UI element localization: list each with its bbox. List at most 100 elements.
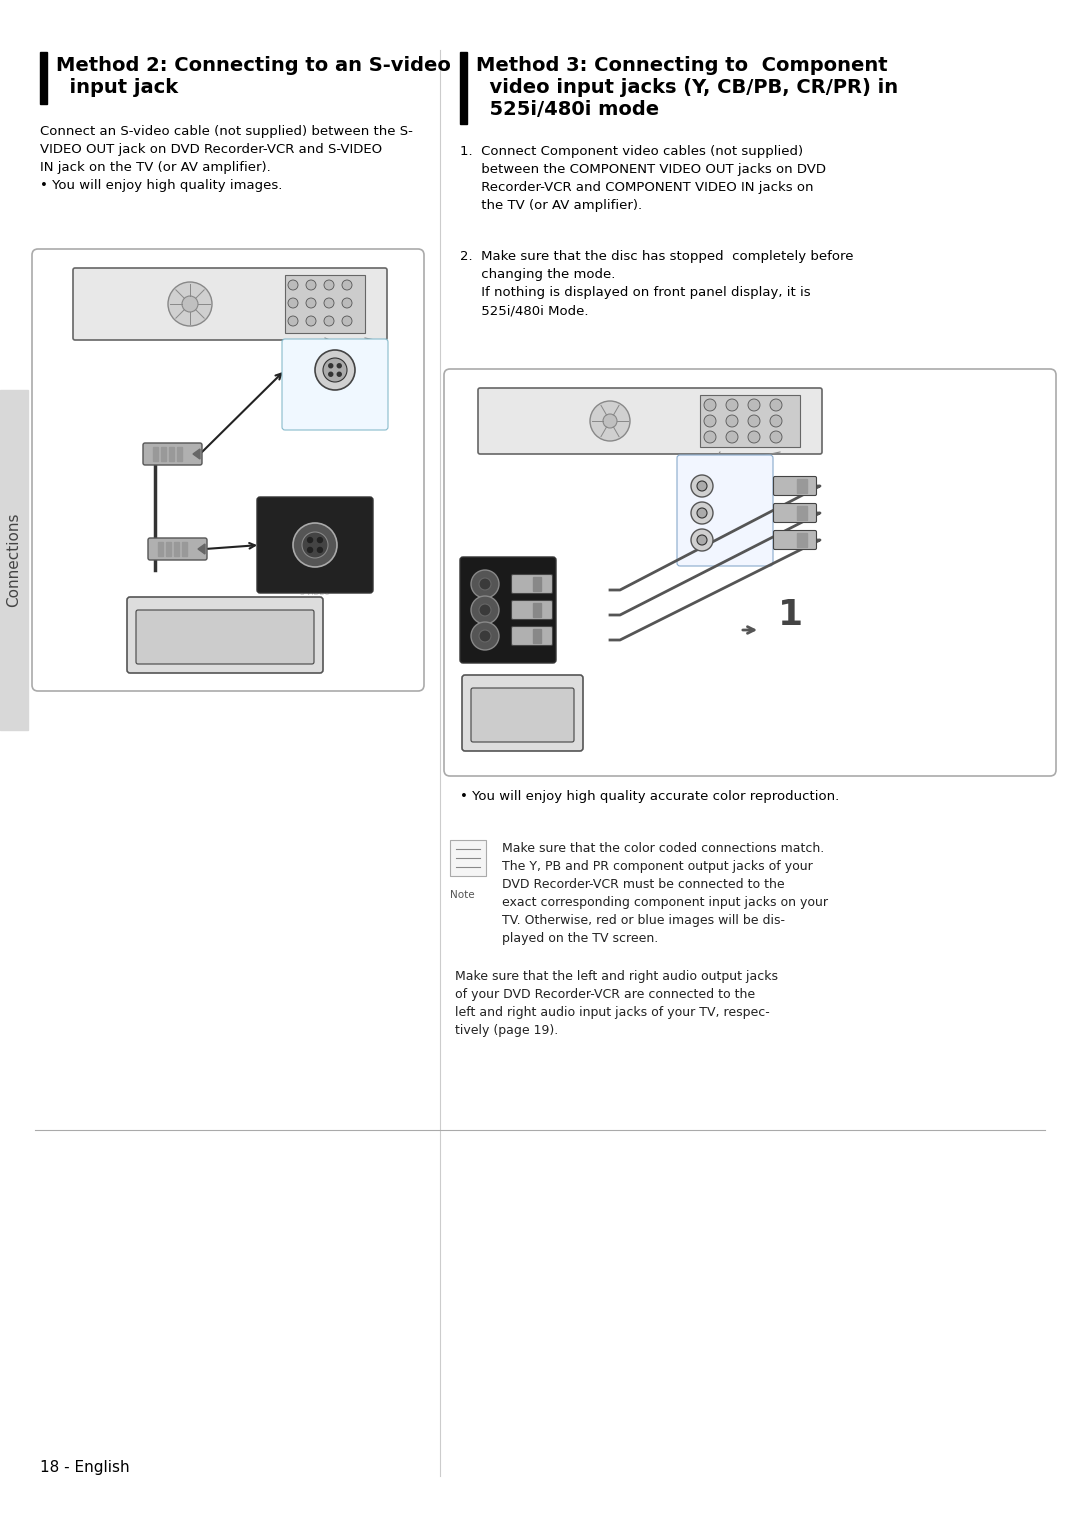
Circle shape	[691, 530, 713, 551]
Bar	[153, 447, 158, 461]
Text: Connections: Connections	[6, 513, 22, 607]
Text: Make sure that the color coded connections match.
The Y, PB and PR component out: Make sure that the color coded connectio…	[502, 842, 828, 945]
Polygon shape	[198, 543, 205, 554]
Circle shape	[342, 298, 352, 308]
FancyBboxPatch shape	[773, 531, 816, 549]
Circle shape	[324, 279, 334, 290]
FancyBboxPatch shape	[677, 455, 773, 566]
Circle shape	[697, 536, 707, 545]
Text: INPUT: INPUT	[298, 513, 332, 522]
FancyBboxPatch shape	[73, 269, 387, 340]
FancyBboxPatch shape	[773, 476, 816, 496]
Bar	[534, 603, 541, 617]
Circle shape	[480, 578, 491, 591]
FancyBboxPatch shape	[127, 597, 323, 673]
Bar	[797, 479, 807, 493]
Bar	[183, 542, 187, 555]
FancyBboxPatch shape	[478, 388, 822, 455]
Text: S-VIDEO OUT: S-VIDEO OUT	[312, 420, 357, 426]
Text: S-VIDEO: S-VIDEO	[299, 588, 330, 597]
Text: 18 - English: 18 - English	[40, 1460, 130, 1476]
Circle shape	[770, 415, 782, 427]
Circle shape	[471, 597, 499, 624]
Circle shape	[324, 316, 334, 327]
Circle shape	[315, 349, 355, 391]
Bar	[161, 447, 166, 461]
Circle shape	[691, 502, 713, 523]
Text: 2.  Make sure that the disc has stopped  completely before
     changing the mod: 2. Make sure that the disc has stopped c…	[460, 250, 853, 317]
Bar	[40, 52, 48, 104]
Circle shape	[337, 372, 341, 377]
Text: 1.  Connect Component video cables (not supplied)
     between the COMPONENT VID: 1. Connect Component video cables (not s…	[460, 145, 826, 212]
Circle shape	[471, 571, 499, 598]
Circle shape	[308, 548, 312, 552]
Circle shape	[748, 430, 760, 443]
Circle shape	[770, 398, 782, 410]
Text: Y: Y	[505, 580, 510, 589]
Circle shape	[306, 279, 316, 290]
Circle shape	[770, 430, 782, 443]
Text: Method 3: Connecting to  Component: Method 3: Connecting to Component	[476, 56, 888, 75]
Circle shape	[748, 398, 760, 410]
Bar	[797, 507, 807, 520]
Circle shape	[288, 316, 298, 327]
Text: Method 2: Connecting to an S-video: Method 2: Connecting to an S-video	[56, 56, 450, 75]
Text: • You will enjoy high quality accurate color reproduction.: • You will enjoy high quality accurate c…	[460, 790, 839, 803]
Circle shape	[306, 298, 316, 308]
Text: Note: Note	[450, 890, 474, 900]
Bar	[285, 275, 365, 333]
Text: video input jacks (Y, CB/PB, CR/PR) in: video input jacks (Y, CB/PB, CR/PR) in	[476, 78, 899, 98]
Circle shape	[318, 537, 323, 543]
Text: Make sure that the left and right audio output jacks
of your DVD Recorder-VCR ar: Make sure that the left and right audio …	[455, 971, 778, 1038]
Circle shape	[168, 282, 212, 327]
Bar	[450, 839, 486, 876]
Circle shape	[308, 537, 312, 543]
Text: Connect an S-video cable (not supplied) between the S-
VIDEO OUT jack on DVD Rec: Connect an S-video cable (not supplied) …	[40, 125, 413, 192]
Circle shape	[288, 279, 298, 290]
Circle shape	[748, 415, 760, 427]
Polygon shape	[193, 449, 200, 459]
Bar	[460, 52, 467, 124]
Circle shape	[306, 316, 316, 327]
Bar	[0, 391, 28, 729]
Text: input jack: input jack	[56, 78, 178, 98]
Bar	[534, 577, 541, 591]
Circle shape	[726, 398, 738, 410]
Circle shape	[704, 415, 716, 427]
FancyBboxPatch shape	[512, 601, 553, 620]
Circle shape	[183, 296, 198, 311]
FancyBboxPatch shape	[471, 688, 573, 742]
Circle shape	[324, 298, 334, 308]
FancyBboxPatch shape	[462, 674, 583, 751]
FancyBboxPatch shape	[282, 339, 388, 430]
Circle shape	[480, 604, 491, 617]
Bar	[700, 395, 800, 447]
Circle shape	[480, 630, 491, 642]
Text: Pr: Pr	[505, 632, 513, 641]
FancyBboxPatch shape	[512, 574, 553, 594]
Circle shape	[323, 359, 347, 382]
FancyBboxPatch shape	[460, 557, 556, 662]
FancyBboxPatch shape	[773, 504, 816, 522]
Text: 1: 1	[778, 598, 802, 632]
Text: COMPONENT
VIDEO OUT: COMPONENT VIDEO OUT	[704, 468, 745, 479]
Circle shape	[704, 430, 716, 443]
Circle shape	[691, 475, 713, 497]
Text: 525i/480i mode: 525i/480i mode	[476, 101, 659, 119]
Text: TV: TV	[213, 626, 238, 644]
Bar	[158, 542, 163, 555]
Circle shape	[726, 415, 738, 427]
Circle shape	[337, 363, 341, 368]
FancyBboxPatch shape	[512, 627, 553, 645]
FancyBboxPatch shape	[136, 610, 314, 664]
Circle shape	[328, 372, 333, 377]
Bar	[166, 542, 171, 555]
Circle shape	[697, 481, 707, 491]
Circle shape	[726, 430, 738, 443]
Bar	[168, 447, 174, 461]
Circle shape	[590, 401, 630, 441]
Circle shape	[471, 623, 499, 650]
FancyBboxPatch shape	[444, 369, 1056, 777]
FancyBboxPatch shape	[143, 443, 202, 465]
Text: Pb: Pb	[505, 606, 514, 615]
